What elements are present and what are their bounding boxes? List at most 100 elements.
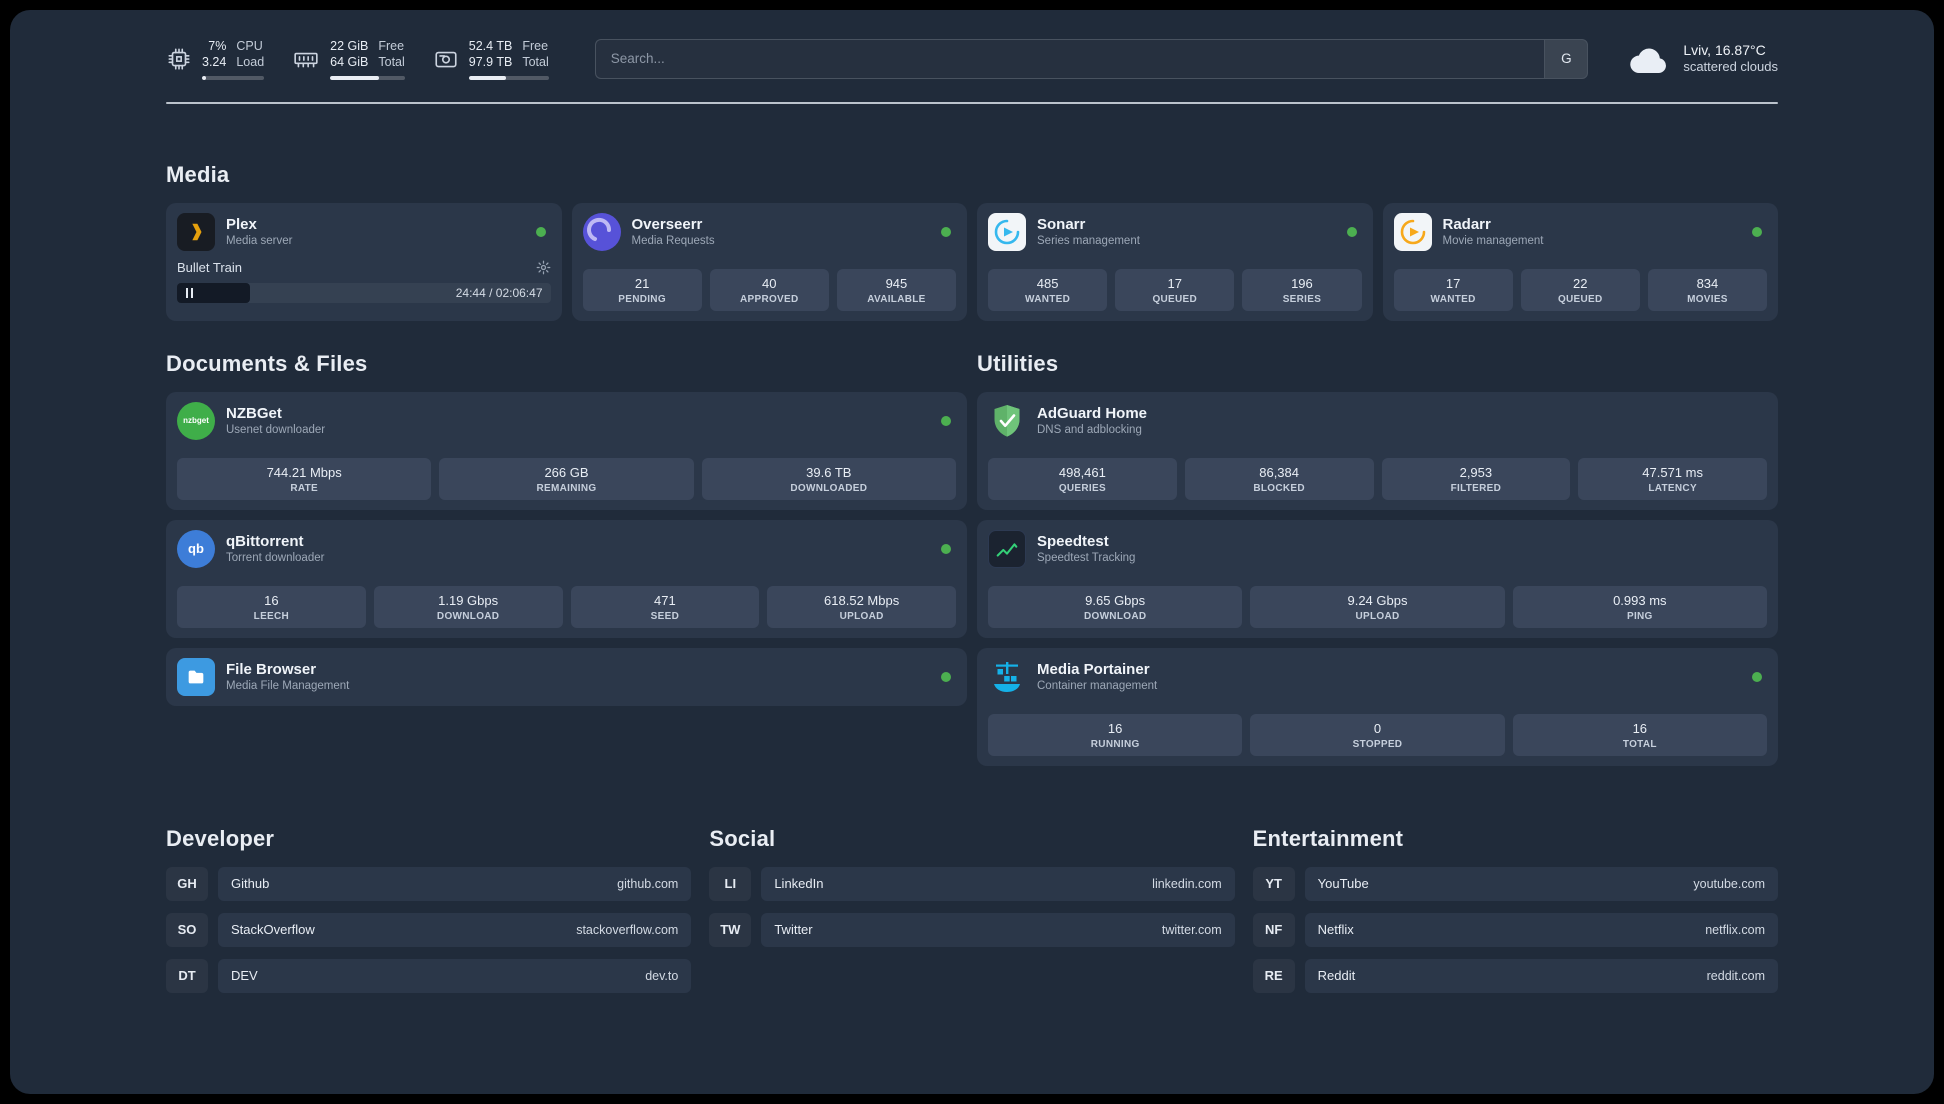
bookmark-url: youtube.com bbox=[1693, 876, 1765, 891]
ram-icon bbox=[292, 46, 320, 72]
bookmark-abbr: NF bbox=[1252, 912, 1295, 947]
bookmark-row: DT DEV dev.to bbox=[166, 958, 692, 993]
playback-progress-bar[interactable]: 24:44 / 02:06:47 bbox=[177, 282, 551, 303]
bookmark-row: SO StackOverflow stackoverflow.com bbox=[166, 912, 692, 947]
app-link-nzbget[interactable]: nzbget NZBGet Usenet downloader bbox=[177, 401, 956, 440]
section-title-social: Social bbox=[709, 825, 776, 851]
now-playing-title: Bullet Train bbox=[177, 259, 243, 275]
pause-icon[interactable] bbox=[186, 287, 193, 298]
bookmark-link-twitter[interactable]: Twitter twitter.com bbox=[761, 912, 1235, 947]
stat-label: DOWNLOAD bbox=[1083, 610, 1147, 622]
search-engine-button[interactable]: G bbox=[1544, 38, 1589, 79]
stat-label: PING bbox=[1626, 610, 1653, 622]
stat-label: AVAILABLE bbox=[867, 293, 926, 305]
bookmark-link-reddit[interactable]: Reddit reddit.com bbox=[1304, 958, 1778, 993]
disk-total-label: Total bbox=[522, 55, 549, 70]
ram-free-value: 22 GiB bbox=[330, 39, 369, 53]
stat-box: 16 TOTAL bbox=[1512, 713, 1767, 756]
ram-free-label: Free bbox=[378, 39, 405, 53]
app-link-filebrowser[interactable]: File Browser Media File Management bbox=[177, 657, 956, 696]
bookmark-link-youtube[interactable]: YouTube youtube.com bbox=[1304, 866, 1778, 901]
app-subtitle: Usenet downloader bbox=[226, 424, 326, 436]
stat-box: 744.21 Mbps RATE bbox=[177, 457, 432, 500]
app-link-plex[interactable]: Plex Media server bbox=[177, 212, 551, 251]
weather-location: Lviv, 16.87°C bbox=[1683, 42, 1766, 59]
app-link-adguard[interactable]: AdGuard Home DNS and adblocking bbox=[988, 402, 1767, 440]
stat-box: 16 RUNNING bbox=[988, 713, 1243, 756]
bookmark-name: LinkedIn bbox=[774, 876, 824, 891]
bookmark-row: RE Reddit reddit.com bbox=[1252, 958, 1778, 993]
app-card-adguard: AdGuard Home DNS and adblocking 498,461 … bbox=[977, 391, 1778, 510]
playback-time: 24:44 / 02:06:47 bbox=[455, 285, 543, 300]
stat-box: 22 QUEUED bbox=[1520, 268, 1640, 311]
stat-label: DOWNLOADED bbox=[790, 482, 868, 494]
sonarr-icon bbox=[988, 212, 1026, 251]
app-link-overseerr[interactable]: Overseerr Media Requests bbox=[582, 212, 957, 251]
stat-box: 945 AVAILABLE bbox=[836, 268, 957, 311]
stat-value: 744.21 Mbps bbox=[266, 464, 342, 480]
bookmark-row: NF Netflix netflix.com bbox=[1252, 912, 1778, 947]
app-name: AdGuard Home bbox=[1037, 405, 1148, 422]
bookmark-row: TW Twitter twitter.com bbox=[709, 912, 1235, 947]
stat-box: 834 MOVIES bbox=[1647, 268, 1768, 311]
gear-icon[interactable] bbox=[536, 260, 551, 275]
hard-drive-icon bbox=[433, 46, 459, 72]
app-subtitle: Media File Management bbox=[226, 680, 350, 692]
bookmark-link-github[interactable]: Github github.com bbox=[218, 866, 692, 901]
bookmark-link-linkedin[interactable]: LinkedIn linkedin.com bbox=[761, 866, 1235, 901]
disk-widget: 52.4 TB 97.9 TB Free Total bbox=[433, 38, 549, 80]
app-link-portainer[interactable]: Media Portainer Container management bbox=[988, 658, 1767, 696]
stat-label: LATENCY bbox=[1648, 482, 1697, 494]
search-input[interactable] bbox=[594, 38, 1545, 79]
bookmark-url: stackoverflow.com bbox=[576, 922, 679, 937]
nzbget-icon: nzbget bbox=[177, 401, 215, 440]
disk-free-value: 52.4 TB bbox=[468, 39, 513, 53]
bookmark-link-netflix[interactable]: Netflix netflix.com bbox=[1304, 912, 1778, 947]
status-dot bbox=[941, 226, 951, 237]
bookmark-name: Twitter bbox=[774, 922, 813, 937]
bookmark-url: twitter.com bbox=[1161, 922, 1222, 937]
stat-label: SEED bbox=[650, 610, 680, 622]
section-title-media: Media bbox=[166, 161, 230, 187]
app-subtitle: Series management bbox=[1037, 235, 1140, 247]
app-card-portainer: Media Portainer Container management 16 … bbox=[977, 647, 1778, 766]
bookmark-link-dev[interactable]: DEV dev.to bbox=[218, 958, 692, 993]
section-title-developer: Developer bbox=[166, 825, 275, 851]
bookmark-name: YouTube bbox=[1317, 876, 1369, 891]
adguard-shield-icon bbox=[988, 402, 1026, 440]
app-card-radarr: Radarr Movie management 17 WANTED 22 QUE… bbox=[1382, 202, 1778, 321]
app-link-radarr[interactable]: Radarr Movie management bbox=[1393, 212, 1768, 251]
stat-box: 0 STOPPED bbox=[1250, 713, 1505, 756]
stat-label: DOWNLOAD bbox=[436, 610, 500, 622]
app-link-qbittorrent[interactable]: qb qBittorrent Torrent downloader bbox=[177, 529, 956, 568]
stat-value: 21 bbox=[634, 275, 650, 291]
app-link-sonarr[interactable]: Sonarr Series management bbox=[988, 212, 1362, 251]
bookmark-url: github.com bbox=[617, 876, 679, 891]
app-link-speedtest[interactable]: Speedtest Speedtest Tracking bbox=[988, 529, 1767, 568]
stat-box: 498,461 QUERIES bbox=[988, 457, 1177, 500]
stat-label: BLOCKED bbox=[1253, 482, 1305, 494]
stat-box: 9.24 Gbps UPLOAD bbox=[1250, 585, 1505, 628]
radarr-icon bbox=[1393, 212, 1432, 251]
bookmark-abbr: SO bbox=[166, 912, 208, 947]
app-name: qBittorrent bbox=[226, 533, 304, 550]
overseerr-icon bbox=[582, 212, 621, 251]
bookmark-link-stackoverflow[interactable]: StackOverflow stackoverflow.com bbox=[218, 912, 692, 947]
disk-free-label: Free bbox=[522, 39, 549, 53]
bookmark-name: Netflix bbox=[1317, 922, 1354, 937]
qbittorrent-icon: qb bbox=[177, 529, 215, 568]
app-name: File Browser bbox=[226, 661, 317, 678]
status-dot bbox=[1346, 226, 1357, 237]
stat-box: 21 PENDING bbox=[582, 268, 702, 311]
system-widgets: 7% 3.24 CPU Load bbox=[166, 38, 549, 80]
bookmark-name: Github bbox=[231, 876, 270, 891]
weather-condition: scattered clouds bbox=[1683, 59, 1778, 75]
stat-value: 9.65 Gbps bbox=[1085, 592, 1146, 608]
status-dot bbox=[1752, 226, 1762, 237]
stat-box: 17 WANTED bbox=[1393, 268, 1513, 311]
stat-label: STOPPED bbox=[1352, 738, 1403, 750]
ram-total-value: 64 GiB bbox=[330, 55, 369, 70]
bookmark-abbr: TW bbox=[709, 912, 752, 947]
status-dot bbox=[941, 671, 951, 682]
cpu-load-label: Load bbox=[236, 55, 265, 70]
